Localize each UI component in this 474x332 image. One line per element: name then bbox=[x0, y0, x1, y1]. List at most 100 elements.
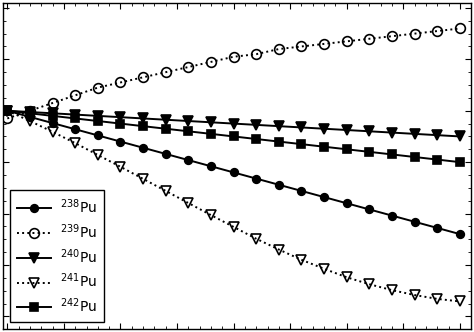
Line: 238$_\mathregular{Pu}$: 238$_\mathregular{Pu}$ bbox=[3, 107, 464, 238]
239$_\mathregular{Pu}$ bbox=[27, 109, 33, 113]
242$_\mathregular{Pu}$ bbox=[163, 127, 169, 131]
239$_\mathregular{Pu}$ bbox=[208, 60, 214, 64]
241$_\mathregular{Pu}$ bbox=[4, 109, 10, 113]
240$_\mathregular{Pu}$ bbox=[389, 130, 395, 134]
242$_\mathregular{Pu}$ bbox=[73, 117, 78, 121]
241$_\mathregular{Pu}$ bbox=[95, 153, 100, 157]
242$_\mathregular{Pu}$ bbox=[50, 114, 55, 118]
240$_\mathregular{Pu}$ bbox=[4, 109, 10, 113]
238$_\mathregular{Pu}$ bbox=[118, 139, 123, 143]
241$_\mathregular{Pu}$ bbox=[118, 165, 123, 169]
239$_\mathregular{Pu}$ bbox=[389, 34, 395, 38]
242$_\mathregular{Pu}$ bbox=[389, 152, 395, 156]
241$_\mathregular{Pu}$ bbox=[50, 130, 55, 134]
239$_\mathregular{Pu}$ bbox=[73, 93, 78, 97]
238$_\mathregular{Pu}$ bbox=[4, 109, 10, 113]
238$_\mathregular{Pu}$ bbox=[254, 177, 259, 181]
241$_\mathregular{Pu}$ bbox=[73, 141, 78, 145]
242$_\mathregular{Pu}$ bbox=[344, 147, 350, 151]
242$_\mathregular{Pu}$ bbox=[95, 119, 100, 123]
238$_\mathregular{Pu}$ bbox=[163, 152, 169, 156]
242$_\mathregular{Pu}$ bbox=[208, 132, 214, 136]
239$_\mathregular{Pu}$ bbox=[254, 52, 259, 56]
241$_\mathregular{Pu}$ bbox=[389, 288, 395, 292]
241$_\mathregular{Pu}$ bbox=[457, 299, 463, 303]
239$_\mathregular{Pu}$ bbox=[412, 32, 418, 36]
241$_\mathregular{Pu}$ bbox=[412, 293, 418, 297]
241$_\mathregular{Pu}$ bbox=[231, 225, 237, 229]
239$_\mathregular{Pu}$ bbox=[457, 27, 463, 31]
240$_\mathregular{Pu}$ bbox=[321, 127, 327, 131]
241$_\mathregular{Pu}$ bbox=[185, 201, 191, 205]
238$_\mathregular{Pu}$ bbox=[276, 183, 282, 187]
242$_\mathregular{Pu}$ bbox=[321, 145, 327, 149]
239$_\mathregular{Pu}$ bbox=[276, 47, 282, 51]
Legend: $^{238}$Pu, $^{239}$Pu, $^{240}$Pu, $^{241}$Pu, $^{242}$Pu: $^{238}$Pu, $^{239}$Pu, $^{240}$Pu, $^{2… bbox=[10, 190, 104, 322]
242$_\mathregular{Pu}$ bbox=[140, 124, 146, 128]
240$_\mathregular{Pu}$ bbox=[140, 117, 146, 121]
240$_\mathregular{Pu}$ bbox=[344, 128, 350, 132]
238$_\mathregular{Pu}$ bbox=[140, 146, 146, 150]
242$_\mathregular{Pu}$ bbox=[276, 139, 282, 143]
239$_\mathregular{Pu}$ bbox=[4, 117, 10, 121]
239$_\mathregular{Pu}$ bbox=[231, 55, 237, 59]
240$_\mathregular{Pu}$ bbox=[366, 129, 372, 133]
241$_\mathregular{Pu}$ bbox=[163, 189, 169, 193]
240$_\mathregular{Pu}$ bbox=[185, 119, 191, 123]
239$_\mathregular{Pu}$ bbox=[140, 75, 146, 79]
241$_\mathregular{Pu}$ bbox=[276, 248, 282, 252]
238$_\mathregular{Pu}$ bbox=[389, 213, 395, 217]
239$_\mathregular{Pu}$ bbox=[118, 80, 123, 84]
238$_\mathregular{Pu}$ bbox=[50, 121, 55, 125]
240$_\mathregular{Pu}$ bbox=[299, 125, 304, 129]
242$_\mathregular{Pu}$ bbox=[366, 150, 372, 154]
238$_\mathregular{Pu}$ bbox=[27, 115, 33, 119]
241$_\mathregular{Pu}$ bbox=[321, 267, 327, 271]
240$_\mathregular{Pu}$ bbox=[95, 114, 100, 118]
Line: 240$_\mathregular{Pu}$: 240$_\mathregular{Pu}$ bbox=[2, 106, 465, 141]
241$_\mathregular{Pu}$ bbox=[299, 258, 304, 262]
241$_\mathregular{Pu}$ bbox=[27, 119, 33, 123]
239$_\mathregular{Pu}$ bbox=[366, 37, 372, 41]
242$_\mathregular{Pu}$ bbox=[299, 142, 304, 146]
239$_\mathregular{Pu}$ bbox=[321, 42, 327, 46]
238$_\mathregular{Pu}$ bbox=[231, 170, 237, 174]
238$_\mathregular{Pu}$ bbox=[73, 127, 78, 131]
240$_\mathregular{Pu}$ bbox=[435, 133, 440, 137]
239$_\mathregular{Pu}$ bbox=[299, 44, 304, 48]
240$_\mathregular{Pu}$ bbox=[276, 124, 282, 128]
238$_\mathregular{Pu}$ bbox=[366, 208, 372, 211]
242$_\mathregular{Pu}$ bbox=[4, 109, 10, 113]
238$_\mathregular{Pu}$ bbox=[299, 189, 304, 193]
238$_\mathregular{Pu}$ bbox=[457, 232, 463, 236]
238$_\mathregular{Pu}$ bbox=[412, 220, 418, 224]
242$_\mathregular{Pu}$ bbox=[231, 134, 237, 138]
238$_\mathregular{Pu}$ bbox=[435, 226, 440, 230]
240$_\mathregular{Pu}$ bbox=[73, 113, 78, 117]
240$_\mathregular{Pu}$ bbox=[457, 134, 463, 138]
242$_\mathregular{Pu}$ bbox=[457, 160, 463, 164]
240$_\mathregular{Pu}$ bbox=[208, 120, 214, 124]
238$_\mathregular{Pu}$ bbox=[208, 164, 214, 168]
239$_\mathregular{Pu}$ bbox=[163, 70, 169, 74]
242$_\mathregular{Pu}$ bbox=[118, 122, 123, 125]
Line: 242$_\mathregular{Pu}$: 242$_\mathregular{Pu}$ bbox=[3, 107, 464, 166]
240$_\mathregular{Pu}$ bbox=[231, 122, 237, 125]
Line: 239$_\mathregular{Pu}$: 239$_\mathregular{Pu}$ bbox=[2, 24, 465, 123]
241$_\mathregular{Pu}$ bbox=[208, 213, 214, 217]
239$_\mathregular{Pu}$ bbox=[435, 29, 440, 33]
Line: 241$_\mathregular{Pu}$: 241$_\mathregular{Pu}$ bbox=[2, 106, 465, 306]
239$_\mathregular{Pu}$ bbox=[50, 101, 55, 105]
238$_\mathregular{Pu}$ bbox=[185, 158, 191, 162]
239$_\mathregular{Pu}$ bbox=[185, 65, 191, 69]
242$_\mathregular{Pu}$ bbox=[435, 158, 440, 162]
241$_\mathregular{Pu}$ bbox=[366, 282, 372, 286]
238$_\mathregular{Pu}$ bbox=[321, 195, 327, 199]
241$_\mathregular{Pu}$ bbox=[435, 297, 440, 301]
242$_\mathregular{Pu}$ bbox=[412, 155, 418, 159]
238$_\mathregular{Pu}$ bbox=[95, 133, 100, 137]
240$_\mathregular{Pu}$ bbox=[27, 110, 33, 114]
240$_\mathregular{Pu}$ bbox=[118, 115, 123, 119]
242$_\mathregular{Pu}$ bbox=[185, 129, 191, 133]
241$_\mathregular{Pu}$ bbox=[140, 177, 146, 181]
